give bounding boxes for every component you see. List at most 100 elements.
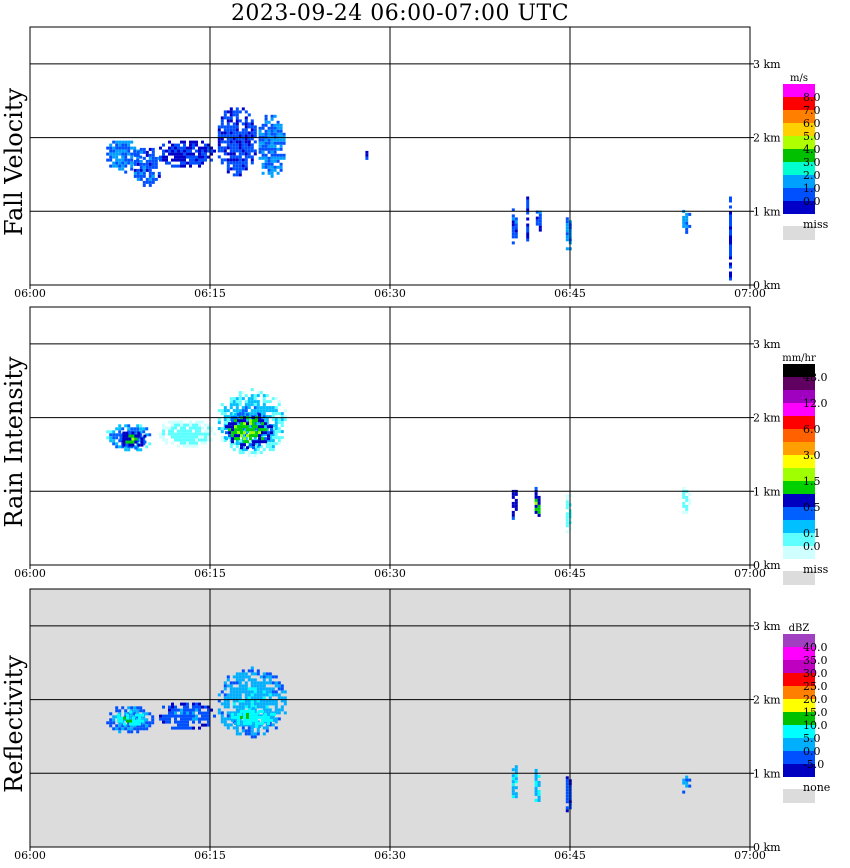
echo-cell — [201, 140, 204, 144]
echo-cell — [241, 161, 245, 165]
echo-cell — [265, 690, 269, 694]
y-tick-label: 2 km — [753, 694, 781, 707]
echo-cell — [682, 504, 686, 508]
echo-cell — [511, 780, 515, 784]
echo-cell — [235, 672, 239, 676]
echo-cell — [259, 681, 263, 685]
echo-cell — [534, 495, 538, 499]
echo-cell — [195, 158, 198, 162]
echo-cell — [122, 437, 126, 441]
echo-cell — [124, 170, 128, 174]
colorbar-swatch — [783, 507, 815, 520]
echo-cell — [192, 702, 195, 706]
echo-cell — [258, 431, 261, 435]
echo-cell — [136, 159, 140, 163]
echo-cell — [229, 403, 233, 407]
echo-cell — [145, 150, 149, 154]
echo-cell — [280, 690, 284, 694]
echo-cell — [220, 720, 224, 724]
echo-cell — [238, 173, 242, 177]
echo-cell — [174, 164, 177, 168]
echo-cell — [565, 223, 569, 227]
echo-cell — [244, 125, 248, 129]
echo-cell — [268, 448, 272, 452]
echo-cell — [235, 681, 239, 685]
echo-cell — [112, 439, 116, 443]
echo-cell — [241, 167, 245, 171]
echo-cell — [159, 714, 162, 718]
echo-cell — [117, 713, 120, 717]
echo-cell — [145, 721, 149, 725]
echo-cell — [685, 778, 689, 782]
echo-cell — [534, 786, 538, 790]
colorbar-swatch — [783, 403, 815, 416]
echo-cell — [223, 693, 227, 697]
echo-cell — [124, 152, 128, 156]
echo-cell — [256, 711, 260, 715]
echo-cell — [250, 681, 254, 685]
echo-cell — [229, 116, 233, 120]
echo-cell — [162, 158, 165, 162]
echo-cell — [250, 158, 254, 162]
echo-cell — [274, 708, 278, 712]
colorbar-label: -5.0 — [803, 758, 824, 771]
echo-cell — [271, 723, 275, 727]
echo-cell — [133, 159, 137, 163]
echo-cell — [226, 409, 230, 413]
colorbar-swatch — [783, 416, 815, 429]
echo-cell — [186, 152, 189, 156]
colorbar-missing-swatch — [783, 789, 815, 803]
echo-cell — [232, 702, 236, 706]
echo-cell — [253, 699, 257, 703]
echo-cell — [235, 125, 239, 129]
echo-cell — [189, 726, 192, 730]
echo-cell — [274, 702, 278, 706]
echo-cell — [130, 164, 134, 168]
echo-cell — [241, 433, 245, 437]
colorbar-label: 48.0 — [803, 371, 828, 384]
echo-cell — [258, 413, 261, 417]
echo-cell — [253, 125, 257, 129]
echo-cell — [186, 711, 189, 715]
y-tick-label: 2 km — [753, 412, 781, 425]
echo-cell — [232, 131, 236, 135]
echo-cell — [241, 684, 245, 688]
echo-cell — [235, 699, 239, 703]
echo-cell — [130, 152, 134, 156]
echo-cell — [183, 155, 186, 159]
echo-cell — [192, 432, 195, 436]
echo-cell — [171, 149, 174, 153]
echo-cell — [526, 238, 530, 242]
echo-cell — [151, 171, 155, 175]
echo-cell — [252, 422, 255, 426]
echo-cell — [220, 717, 224, 721]
echo-cell — [534, 504, 538, 508]
echo-cell — [237, 419, 240, 423]
echo-cell — [125, 431, 129, 435]
echo-cell — [180, 420, 183, 424]
echo-cell — [171, 423, 174, 427]
echo-cell — [159, 155, 162, 159]
echo-cell — [121, 721, 125, 725]
echo-cell — [729, 241, 732, 245]
colorbar-unit: dBZ — [789, 623, 810, 634]
echo-cell — [280, 430, 284, 434]
echo-cell — [115, 442, 119, 446]
echo-cell — [264, 129, 268, 133]
echo-cell — [198, 155, 201, 159]
echo-cell — [195, 161, 198, 165]
echo-cell — [133, 724, 137, 728]
y-tick-label: 1 km — [753, 205, 781, 218]
echo-cell — [271, 415, 275, 419]
echo-cell — [129, 719, 132, 723]
echo-cell — [249, 715, 252, 719]
echo-cell — [253, 681, 257, 685]
x-tick-label: 06:45 — [554, 849, 586, 862]
echo-cell — [165, 149, 168, 153]
echo-cell — [241, 128, 245, 132]
echo-cell — [192, 146, 195, 150]
echo-cell — [729, 271, 732, 275]
echo-cell — [250, 412, 254, 416]
echo-cell — [262, 726, 266, 730]
echo-cell — [183, 441, 186, 445]
